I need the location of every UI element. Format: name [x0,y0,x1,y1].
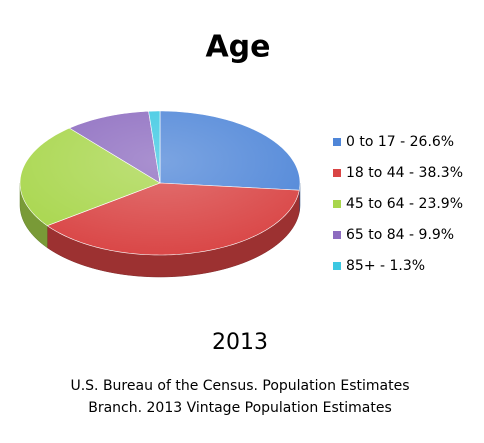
source-line: Branch. 2013 Vintage Population Estimate… [88,400,392,416]
legend-label: 18 to 44 - 38.3% [346,165,463,181]
legend-label: 45 to 64 - 23.9% [346,196,463,212]
legend-swatch [333,231,341,239]
chart-title: Age [205,30,270,65]
legend-swatch [333,262,341,270]
legend-label: 0 to 17 - 26.6% [346,134,454,150]
slice [159,110,301,191]
chart-subtitle: 2013 [212,330,268,355]
legend-label: 85+ - 1.3% [346,258,425,274]
source-line: U.S. Bureau of the Census. Population Es… [70,378,409,394]
legend-swatch [333,169,341,177]
pie [19,110,301,278]
legend: 0 to 17 - 26.6% 18 to 44 - 38.3% 45 to 64 … [333,134,463,274]
legend-swatch [333,200,341,208]
legend-label: 65 to 84 - 9.9% [346,227,454,243]
legend-swatch [333,138,341,146]
